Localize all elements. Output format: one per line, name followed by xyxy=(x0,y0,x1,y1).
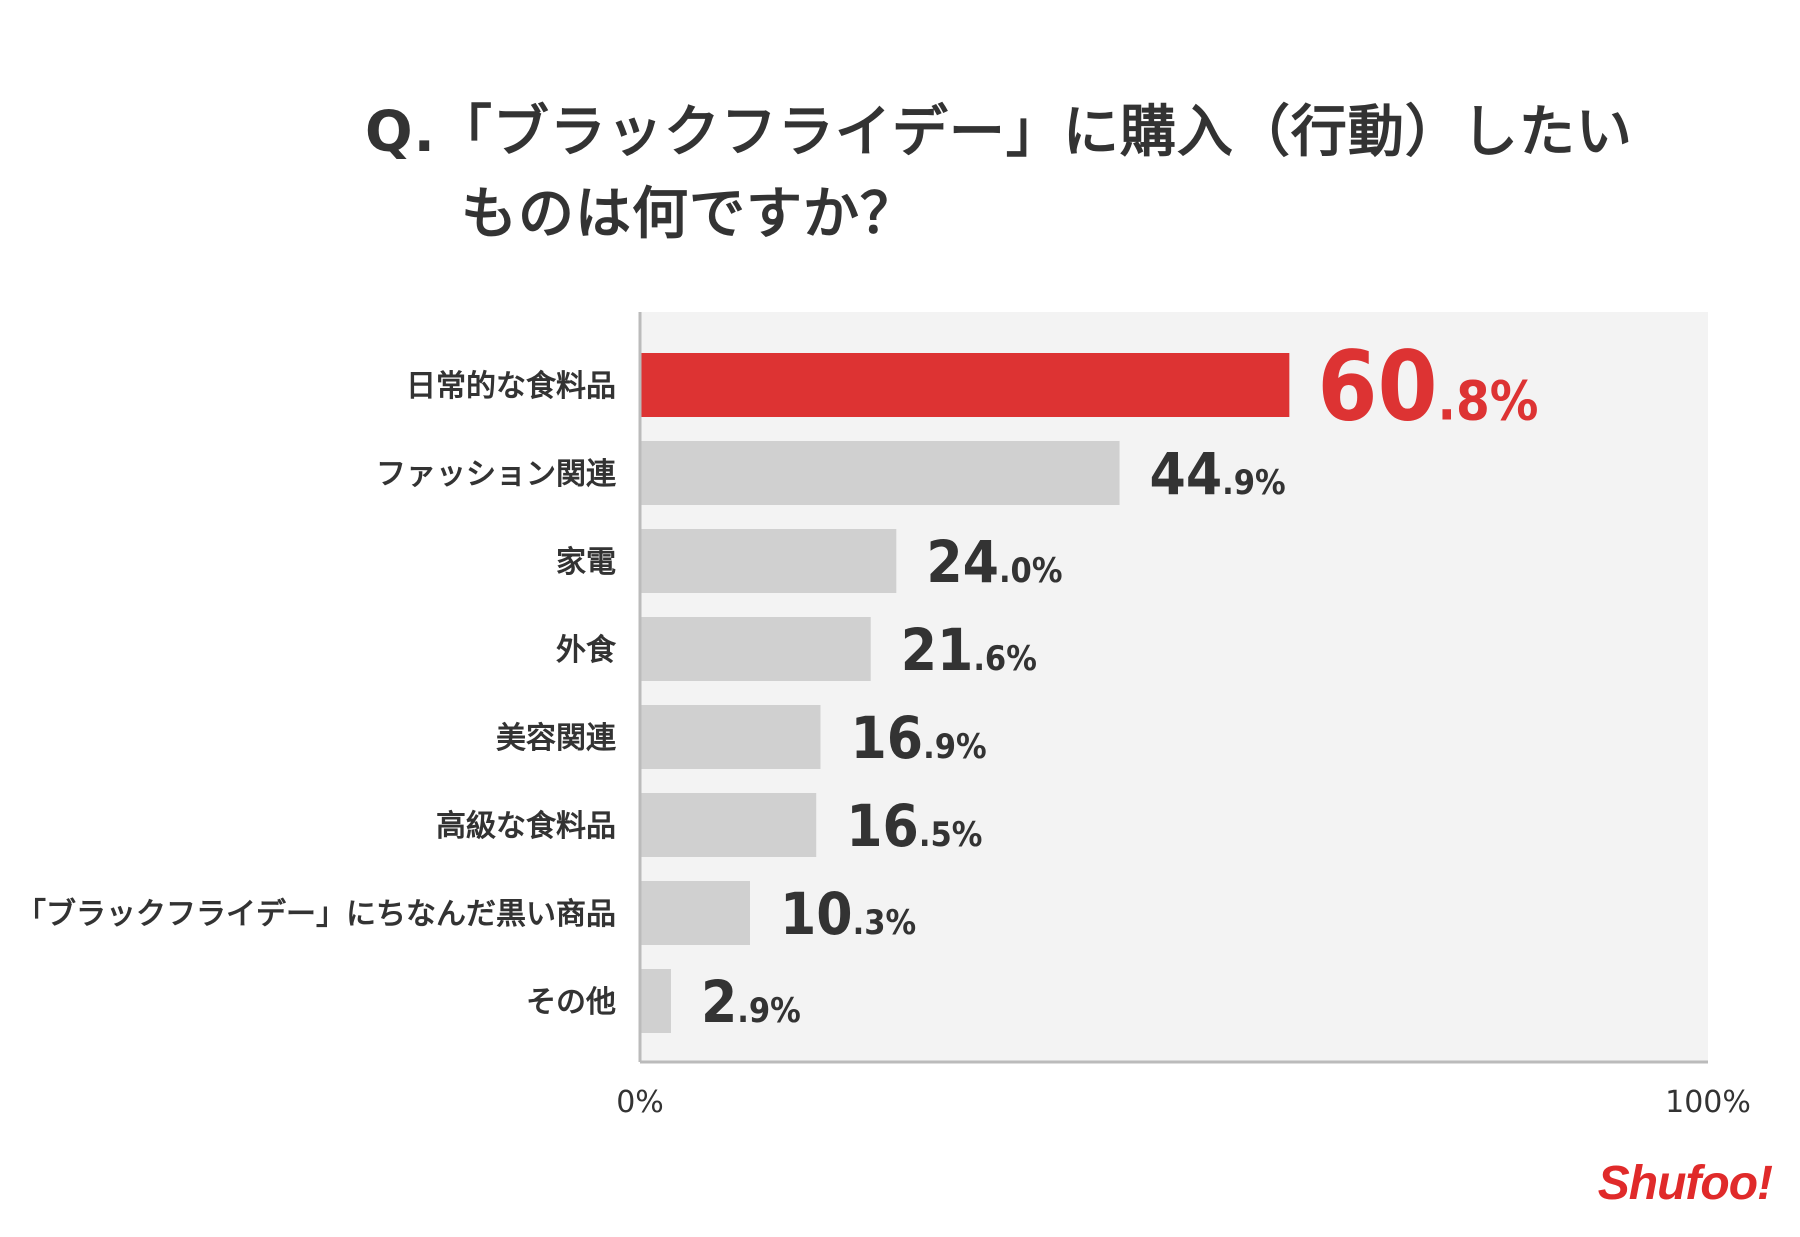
value-label-integer: 16 xyxy=(850,704,923,772)
value-label-integer: 21 xyxy=(901,616,974,684)
value-label-integer: 10 xyxy=(780,880,853,948)
value-label-decimal: .9% xyxy=(1222,463,1286,503)
value-label: 24.0% xyxy=(926,528,1062,596)
category-label: 家電 xyxy=(556,545,616,580)
bar-highlight xyxy=(640,353,1290,417)
value-label-decimal: .3% xyxy=(853,903,917,943)
bar xyxy=(640,529,897,593)
title-line-2: ものは何ですか？ xyxy=(461,182,917,247)
title-line-1: Q.「ブラックフライデー」に購入（行動）したい xyxy=(365,100,1633,165)
bar xyxy=(640,617,871,681)
value-label-decimal: .0% xyxy=(999,551,1063,591)
chart-title: Q.「ブラックフライデー」に購入（行動）したい ものは何ですか？ xyxy=(365,92,1633,256)
category-label: 日常的な食料品 xyxy=(406,369,616,404)
value-label: 60.8% xyxy=(1317,331,1538,443)
value-label-integer: 16 xyxy=(846,792,919,860)
bar xyxy=(640,441,1120,505)
category-label: 「ブラックフライデー」にちなんだ黒い商品 xyxy=(16,897,616,932)
value-label: 10.3% xyxy=(780,880,916,948)
bar xyxy=(640,881,751,945)
bar xyxy=(640,793,817,857)
value-label-integer: 2 xyxy=(701,968,737,1036)
bar xyxy=(640,705,821,769)
value-label-decimal: .9% xyxy=(923,727,987,767)
value-label-decimal: .5% xyxy=(919,815,983,855)
plot-area xyxy=(640,312,1708,1062)
bar xyxy=(640,969,671,1033)
shufoo-logo: Shufoo! xyxy=(1597,1157,1773,1210)
category-label: ファッション関連 xyxy=(376,457,617,492)
value-label-decimal: .9% xyxy=(737,991,801,1031)
value-label: 2.9% xyxy=(701,968,801,1036)
value-label-decimal: .8% xyxy=(1438,370,1539,433)
value-label: 21.6% xyxy=(901,616,1037,684)
value-label-decimal: .6% xyxy=(973,639,1037,679)
value-label-integer: 44 xyxy=(1150,440,1223,508)
value-label: 44.9% xyxy=(1150,440,1286,508)
category-label: 高級な食料品 xyxy=(436,809,616,844)
value-label: 16.9% xyxy=(850,704,986,772)
x-tick-label: 0% xyxy=(616,1085,664,1120)
value-label-integer: 24 xyxy=(926,528,999,596)
x-tick-label: 100% xyxy=(1665,1085,1751,1120)
category-label: 美容関連 xyxy=(496,721,617,756)
value-label-integer: 60 xyxy=(1317,331,1437,443)
category-label: 外食 xyxy=(556,633,617,668)
value-label: 16.5% xyxy=(846,792,982,860)
category-label: その他 xyxy=(526,985,616,1020)
